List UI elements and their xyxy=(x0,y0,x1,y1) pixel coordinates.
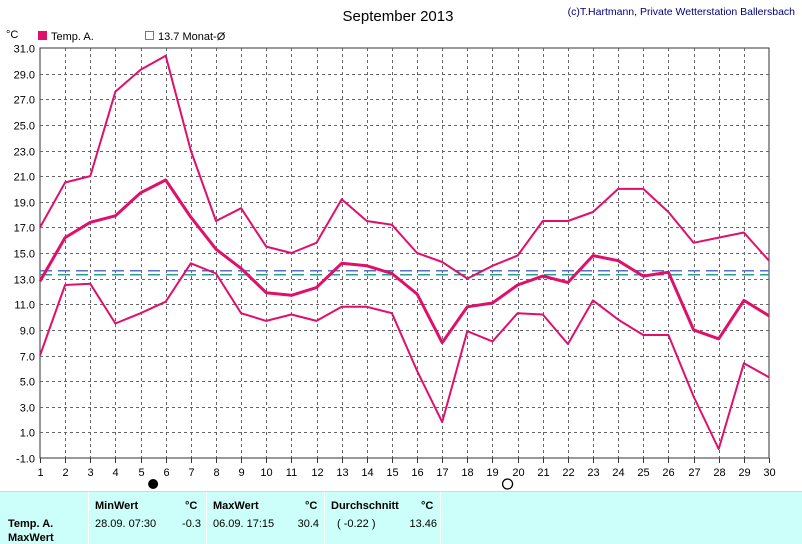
y-axis-unit: °C xyxy=(6,29,18,41)
max-value: 30.4 xyxy=(297,518,319,530)
legend-series-swatch xyxy=(38,31,47,40)
x-tick-label: 1 xyxy=(37,467,43,479)
new-moon-icon xyxy=(148,479,159,489)
legend-series-label: Temp. A. xyxy=(51,31,94,43)
statistics-footer: Temp. A. MaxWert MinWert °C 28.09. 07:30… xyxy=(0,491,802,544)
average-delta: ( -0.22 ) xyxy=(337,518,376,530)
x-tick-label: 17 xyxy=(436,467,448,479)
x-tick-label: 23 xyxy=(587,467,599,479)
y-tick-label: 5.0 xyxy=(20,377,35,389)
full-moon-icon xyxy=(501,478,514,490)
x-tick-label: 10 xyxy=(260,467,272,479)
chart-title: September 2013 xyxy=(343,8,454,25)
x-tick-label: 8 xyxy=(213,467,219,479)
footer-divider xyxy=(440,492,441,544)
legend-average-label: 13.7 Monat-Ø xyxy=(158,31,226,43)
max-column: MaxWert °C 06.09. 17:15 30.4 xyxy=(206,492,325,544)
max-unit: °C xyxy=(305,500,318,512)
y-tick-label: 25.0 xyxy=(14,121,35,133)
y-tick-label: 13.0 xyxy=(14,275,35,287)
average-header: Durchschnitt xyxy=(331,500,399,512)
series-line-mean xyxy=(38,178,770,345)
x-tick-label: 4 xyxy=(112,467,118,479)
x-tick-label: 3 xyxy=(87,467,93,479)
y-tick-label: 27.0 xyxy=(14,95,35,107)
x-tick-label: 25 xyxy=(637,467,649,479)
y-tick-label: 31.0 xyxy=(14,44,35,56)
x-tick-label: 5 xyxy=(138,467,144,479)
max-datetime: 06.09. 17:15 xyxy=(213,518,275,530)
min-column: MinWert °C 28.09. 07:30 -0.3 xyxy=(88,492,207,544)
x-tick-label: 24 xyxy=(612,467,624,479)
plot-area: -1.0 1.0 3.0 5.0 7.0 9.0 11.0 13.0 15.0 17.0 19.0 2… xyxy=(14,44,776,490)
x-tick-label: 28 xyxy=(713,467,725,479)
min-value: -0.3 xyxy=(182,518,201,530)
min-header: MinWert xyxy=(95,500,139,512)
max-header: MaxWert xyxy=(213,500,259,512)
copyright-credit: (c)T.Hartmann, Private Wetterstation Bal… xyxy=(568,6,796,18)
min-unit: °C xyxy=(185,500,198,512)
x-tick-label: 27 xyxy=(688,467,700,479)
y-tick-label: 9.0 xyxy=(20,326,35,338)
temperature-chart: °C September 2013 (c)T.Hartmann, Private… xyxy=(6,6,796,490)
x-tick-label: 15 xyxy=(386,467,398,479)
y-tick-label: -1.0 xyxy=(16,454,35,466)
x-tick-label: 16 xyxy=(411,467,423,479)
legend-average-swatch xyxy=(145,31,154,40)
y-tick-label: 3.0 xyxy=(20,403,35,415)
x-tick-label: 18 xyxy=(461,467,473,479)
y-tick-label: 11.0 xyxy=(14,300,35,312)
series-line-max xyxy=(39,54,770,280)
row-label-series: Temp. A. xyxy=(8,518,54,530)
x-tick-label: 14 xyxy=(361,467,373,479)
x-tick-label: 20 xyxy=(512,467,524,479)
x-tick-label: 7 xyxy=(188,467,194,479)
row-label-maxwert: MaxWert xyxy=(8,532,54,544)
y-tick-label: 29.0 xyxy=(14,70,35,82)
y-tick-label: 19.0 xyxy=(14,198,35,210)
y-tick-label: 17.0 xyxy=(14,223,35,235)
x-tick-label: 22 xyxy=(562,467,574,479)
x-tick-label: 29 xyxy=(738,467,750,479)
average-column: Durchschnitt °C ( -0.22 ) 13.46 xyxy=(324,492,441,544)
series-line-min xyxy=(39,262,770,450)
x-tick-label: 6 xyxy=(163,467,169,479)
x-tick-label: 30 xyxy=(763,467,775,479)
x-tick-label: 2 xyxy=(62,467,68,479)
y-tick-label: 23.0 xyxy=(14,147,35,159)
x-tick-label: 11 xyxy=(286,467,297,479)
y-tick-label: 7.0 xyxy=(20,352,35,364)
y-tick-label: 1.0 xyxy=(20,428,35,440)
x-tick-label: 19 xyxy=(486,467,498,479)
x-tick-label: 26 xyxy=(662,467,674,479)
min-datetime: 28.09. 07:30 xyxy=(95,518,157,530)
x-tick-label: 21 xyxy=(537,467,549,479)
average-value: 13.46 xyxy=(409,518,437,530)
average-unit: °C xyxy=(421,500,434,512)
y-tick-label: 15.0 xyxy=(14,249,35,261)
x-tick-label: 13 xyxy=(336,467,348,479)
x-tick-label: 9 xyxy=(238,467,244,479)
x-tick-label: 12 xyxy=(311,467,323,479)
y-tick-label: 21.0 xyxy=(14,172,35,184)
